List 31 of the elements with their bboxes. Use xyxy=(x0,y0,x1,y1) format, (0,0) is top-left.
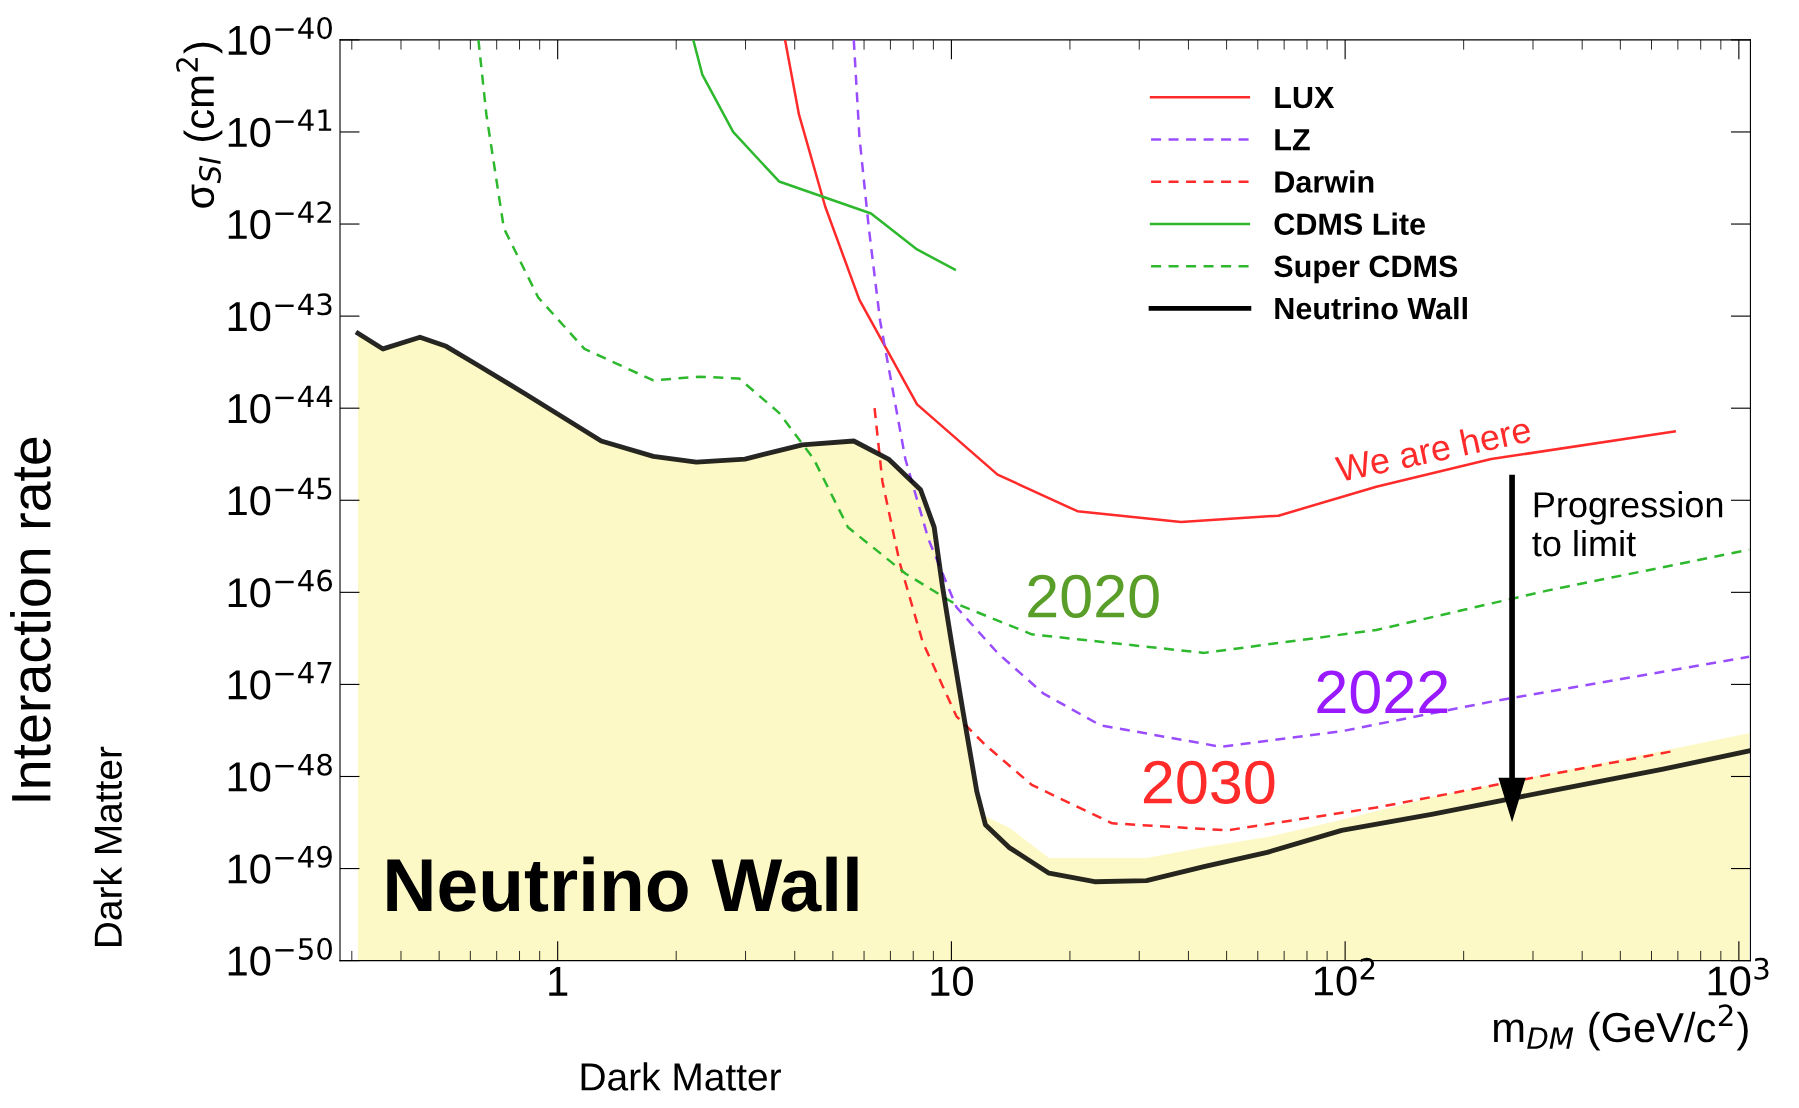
text: Dark Matter xyxy=(581,1062,781,1091)
annotation: Progression to limit xyxy=(1532,491,1723,557)
legend-label: CDMS Lite xyxy=(1274,212,1426,235)
annotation: We are here xyxy=(1334,415,1532,483)
legend-label: LZ xyxy=(1275,129,1310,151)
y-tick-label: 10$^{−40}$ xyxy=(228,17,332,56)
y-tick-label: 10$^{−47}$ xyxy=(228,662,332,700)
annotation: 2030 xyxy=(1143,760,1275,804)
x-tick-label: 10 xyxy=(931,966,973,997)
legend-label: Super CDMS xyxy=(1274,255,1458,284)
y-tick-label: 10$^{−43}$ xyxy=(228,293,332,332)
y-tick-label: 10$^{−44}$ xyxy=(228,385,333,424)
text: Dark Matter xyxy=(93,746,122,946)
annotation: Neutrino Wall xyxy=(387,856,858,912)
y-axis-title: σ$_{SI}$ (cm$^{2}$) xyxy=(176,42,223,208)
y-tick-label: 10$^{−48}$ xyxy=(228,753,332,792)
legend-label: Neutrino Wall xyxy=(1275,296,1467,320)
x-tick-label: 10$^{3}$ xyxy=(1708,957,1769,996)
x-tick-label: 1 xyxy=(549,967,568,996)
y-tick-label: 10$^{−49}$ xyxy=(228,845,332,884)
y-tick-label: 10$^{−45}$ xyxy=(228,477,332,516)
text: Interaction rate xyxy=(10,437,51,801)
legend-label: Darwin xyxy=(1275,170,1374,193)
y-tick-label: 10$^{−50}$ xyxy=(228,937,332,976)
x-axis-title: m$_{DM}$ (GeV/c$^{2}$) xyxy=(1494,1004,1748,1051)
y-tick-label: 10$^{−41}$ xyxy=(228,109,332,148)
y-tick-label: 10$^{−42}$ xyxy=(228,201,331,240)
legend-label: LUX xyxy=(1275,86,1335,109)
y-tick-label: 10$^{−46}$ xyxy=(228,569,333,608)
annotation: 2020 xyxy=(1028,574,1159,618)
annotation: 2022 xyxy=(1317,670,1448,714)
